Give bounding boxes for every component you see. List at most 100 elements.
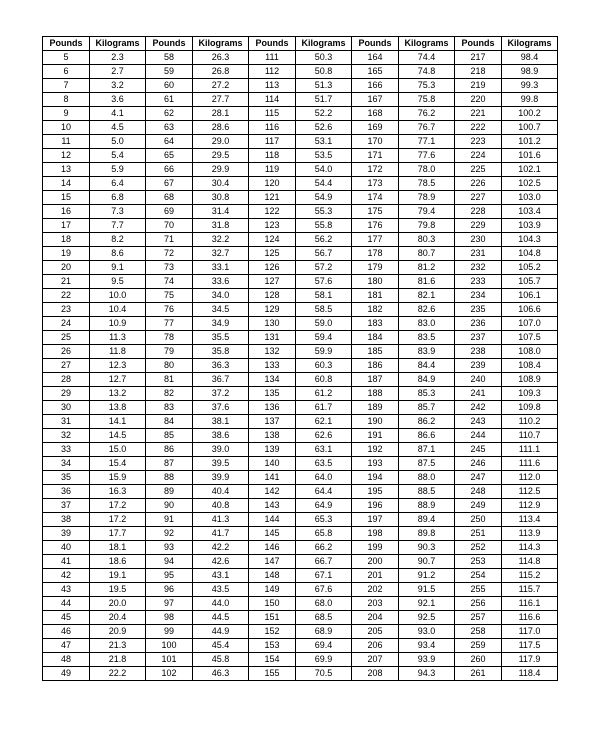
- cell-pounds: 142: [249, 485, 296, 499]
- cell-pounds: 113: [249, 79, 296, 93]
- table-row: 52.35826.311150.316474.421798.4: [43, 51, 558, 65]
- table-row: 188.27132.212456.217780.3230104.3: [43, 233, 558, 247]
- table-row: 3616.38940.414264.419588.5248112.5: [43, 485, 558, 499]
- cell-kilograms: 58.5: [296, 303, 352, 317]
- cell-pounds: 94: [146, 555, 193, 569]
- cell-kilograms: 21.3: [90, 639, 146, 653]
- cell-kilograms: 81.2: [399, 261, 455, 275]
- header-kilograms: Kilograms: [90, 37, 146, 51]
- cell-kilograms: 87.5: [399, 457, 455, 471]
- cell-kilograms: 43.1: [193, 569, 249, 583]
- table-row: 209.17333.112657.217981.2232105.2: [43, 261, 558, 275]
- cell-pounds: 224: [455, 149, 502, 163]
- cell-kilograms: 34.0: [193, 289, 249, 303]
- cell-kilograms: 117.0: [502, 625, 558, 639]
- cell-kilograms: 17.2: [90, 513, 146, 527]
- cell-kilograms: 51.7: [296, 93, 352, 107]
- table-row: 4721.310045.415369.420693.4259117.5: [43, 639, 558, 653]
- cell-pounds: 66: [146, 163, 193, 177]
- cell-pounds: 183: [352, 317, 399, 331]
- cell-kilograms: 70.5: [296, 667, 352, 681]
- cell-kilograms: 54.0: [296, 163, 352, 177]
- cell-kilograms: 32.7: [193, 247, 249, 261]
- cell-kilograms: 75.8: [399, 93, 455, 107]
- cell-kilograms: 36.7: [193, 373, 249, 387]
- cell-pounds: 151: [249, 611, 296, 625]
- cell-pounds: 205: [352, 625, 399, 639]
- cell-kilograms: 57.6: [296, 275, 352, 289]
- cell-kilograms: 33.6: [193, 275, 249, 289]
- cell-kilograms: 118.4: [502, 667, 558, 681]
- cell-kilograms: 67.6: [296, 583, 352, 597]
- cell-pounds: 45: [43, 611, 90, 625]
- cell-pounds: 100: [146, 639, 193, 653]
- cell-pounds: 231: [455, 247, 502, 261]
- cell-kilograms: 108.0: [502, 345, 558, 359]
- cell-pounds: 93: [146, 541, 193, 555]
- cell-kilograms: 28.1: [193, 107, 249, 121]
- cell-pounds: 87: [146, 457, 193, 471]
- cell-pounds: 15: [43, 191, 90, 205]
- cell-kilograms: 60.3: [296, 359, 352, 373]
- cell-pounds: 177: [352, 233, 399, 247]
- cell-pounds: 194: [352, 471, 399, 485]
- cell-pounds: 59: [146, 65, 193, 79]
- cell-kilograms: 31.8: [193, 219, 249, 233]
- cell-pounds: 43: [43, 583, 90, 597]
- cell-kilograms: 94.3: [399, 667, 455, 681]
- cell-pounds: 184: [352, 331, 399, 345]
- cell-kilograms: 30.4: [193, 177, 249, 191]
- cell-pounds: 62: [146, 107, 193, 121]
- cell-pounds: 239: [455, 359, 502, 373]
- cell-pounds: 165: [352, 65, 399, 79]
- cell-kilograms: 17.7: [90, 527, 146, 541]
- cell-kilograms: 92.5: [399, 611, 455, 625]
- cell-kilograms: 85.3: [399, 387, 455, 401]
- table-row: 4319.59643.514967.620291.5255115.7: [43, 583, 558, 597]
- cell-pounds: 221: [455, 107, 502, 121]
- cell-pounds: 10: [43, 121, 90, 135]
- cell-pounds: 68: [146, 191, 193, 205]
- cell-kilograms: 5.4: [90, 149, 146, 163]
- cell-pounds: 130: [249, 317, 296, 331]
- table-row: 3917.79241.714565.819889.8251113.9: [43, 527, 558, 541]
- cell-pounds: 85: [146, 429, 193, 443]
- table-row: 3013.88337.613661.718985.7242109.8: [43, 401, 558, 415]
- table-row: 62.75926.811250.816574.821898.9: [43, 65, 558, 79]
- cell-pounds: 256: [455, 597, 502, 611]
- cell-kilograms: 64.4: [296, 485, 352, 499]
- cell-pounds: 119: [249, 163, 296, 177]
- cell-kilograms: 7.3: [90, 205, 146, 219]
- table-row: 125.46529.511853.517177.6224101.6: [43, 149, 558, 163]
- cell-pounds: 179: [352, 261, 399, 275]
- cell-pounds: 254: [455, 569, 502, 583]
- cell-pounds: 241: [455, 387, 502, 401]
- cell-kilograms: 2.7: [90, 65, 146, 79]
- cell-pounds: 24: [43, 317, 90, 331]
- cell-pounds: 88: [146, 471, 193, 485]
- cell-pounds: 201: [352, 569, 399, 583]
- cell-pounds: 247: [455, 471, 502, 485]
- cell-pounds: 69: [146, 205, 193, 219]
- cell-pounds: 246: [455, 457, 502, 471]
- header-pounds: Pounds: [352, 37, 399, 51]
- cell-kilograms: 88.9: [399, 499, 455, 513]
- cell-kilograms: 3.2: [90, 79, 146, 93]
- cell-kilograms: 80.7: [399, 247, 455, 261]
- cell-kilograms: 54.4: [296, 177, 352, 191]
- cell-pounds: 203: [352, 597, 399, 611]
- cell-pounds: 148: [249, 569, 296, 583]
- cell-kilograms: 115.7: [502, 583, 558, 597]
- table-row: 198.67232.712556.717880.7231104.8: [43, 247, 558, 261]
- cell-kilograms: 63.1: [296, 443, 352, 457]
- cell-pounds: 65: [146, 149, 193, 163]
- cell-kilograms: 5.0: [90, 135, 146, 149]
- cell-pounds: 244: [455, 429, 502, 443]
- cell-pounds: 28: [43, 373, 90, 387]
- cell-kilograms: 105.2: [502, 261, 558, 275]
- cell-pounds: 77: [146, 317, 193, 331]
- cell-kilograms: 99.3: [502, 79, 558, 93]
- cell-pounds: 19: [43, 247, 90, 261]
- cell-pounds: 111: [249, 51, 296, 65]
- cell-kilograms: 12.3: [90, 359, 146, 373]
